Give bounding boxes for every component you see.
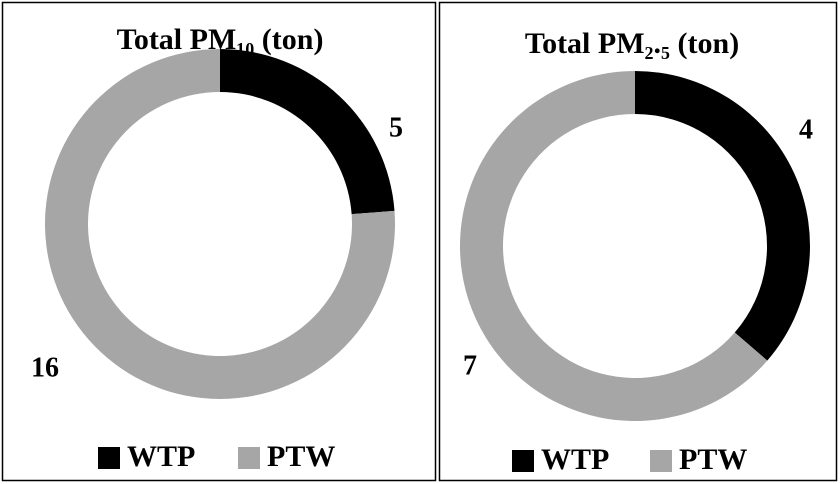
donut-segment xyxy=(220,49,395,215)
data-label: 7 xyxy=(463,350,477,381)
panel-border xyxy=(438,1,838,482)
data-label: 4 xyxy=(799,114,813,145)
data-label: 5 xyxy=(389,112,403,143)
panel-border xyxy=(1,1,437,482)
donut-segment xyxy=(635,71,810,361)
legend-swatch xyxy=(512,450,534,472)
legend-label: PTW xyxy=(267,440,335,473)
chart-title: Total PM₂.₅ (ton) xyxy=(525,27,739,60)
legend-swatch xyxy=(98,447,120,469)
donut-segment xyxy=(459,71,768,422)
legend-label: PTW xyxy=(679,443,747,476)
legend-label: WTP xyxy=(127,440,195,473)
data-label: 16 xyxy=(31,352,59,383)
legend-label: WTP xyxy=(541,443,609,476)
legend-swatch xyxy=(238,447,260,469)
legend-swatch xyxy=(650,450,672,472)
